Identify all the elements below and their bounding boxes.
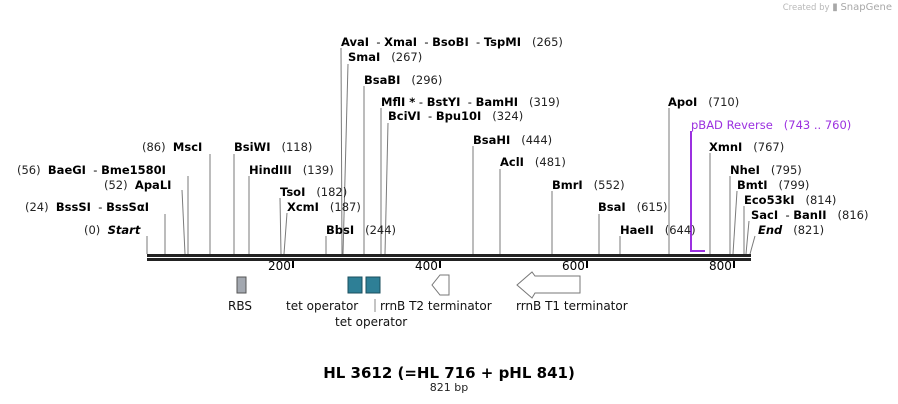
site-label-mfli[interactable]: MflI * - BstYI - BamHI (319) bbox=[381, 95, 560, 109]
backbone-top-strand bbox=[147, 254, 751, 257]
ruler-tick-800 bbox=[733, 261, 735, 268]
site-label-bsiwi[interactable]: BsiWI (118) bbox=[234, 140, 313, 154]
feature-label-rrnb-t1-terminator: rrnB T1 terminator bbox=[516, 299, 628, 313]
feature-tet-operator-1[interactable] bbox=[347, 276, 363, 294]
site-label-apoi[interactable]: ApoI (710) bbox=[668, 95, 740, 109]
ruler-ticks bbox=[292, 261, 735, 268]
site-label-apali[interactable]: (52) ApaLI bbox=[104, 178, 172, 192]
snapgene-credit: Created by ▮ SnapGene bbox=[782, 2, 892, 13]
feature-rrnb-t2-terminator[interactable] bbox=[431, 274, 450, 296]
site-label-xcmi[interactable]: XcmI (187) bbox=[287, 200, 361, 214]
sequence-length: 821 bp bbox=[429, 381, 469, 394]
site-label-bcivi[interactable]: BciVI - Bpu10I (324) bbox=[388, 109, 524, 123]
site-label-bbsi[interactable]: BbsI (244) bbox=[326, 223, 397, 237]
primer-pbad-reverse-marker[interactable] bbox=[690, 131, 705, 252]
site-line-bcivi bbox=[384, 122, 389, 255]
site-line-apali bbox=[181, 189, 186, 255]
site-label-xmni[interactable]: XmnI (767) bbox=[709, 140, 785, 154]
ruler-tick-200 bbox=[292, 261, 294, 268]
feature-label-tet-operator-1: tet operator bbox=[286, 299, 359, 313]
site-label-nhei[interactable]: NheI (795) bbox=[730, 163, 802, 177]
feature-label-rbs: RBS bbox=[228, 299, 252, 313]
ruler-label-600: 600 bbox=[562, 259, 585, 273]
ruler-label-200: 200 bbox=[268, 259, 291, 273]
site-label-smai[interactable]: SmaI (267) bbox=[348, 50, 423, 64]
ruler-label-400: 400 bbox=[415, 259, 438, 273]
feature-rbs[interactable] bbox=[236, 276, 247, 294]
site-label-bmti[interactable]: BmtI (799) bbox=[737, 178, 810, 192]
site-line-bmti bbox=[732, 190, 738, 255]
site-line-tsoi bbox=[279, 197, 282, 255]
site-lines bbox=[146, 47, 756, 255]
feature-rrnb-t1-terminator[interactable] bbox=[516, 271, 581, 299]
feature-label-rrnb-t2-terminator: rrnB T2 terminator bbox=[380, 299, 492, 313]
site-label-start[interactable]: (0) Start bbox=[84, 223, 141, 237]
site-label-bmri[interactable]: BmrI (552) bbox=[552, 178, 625, 192]
site-label-bsssi[interactable]: (24) BssSI - BssSαI bbox=[25, 200, 149, 214]
site-line-xcmi bbox=[283, 212, 288, 255]
feature-label-tet-operator-2: tet operator bbox=[335, 315, 408, 329]
site-line-smai bbox=[342, 63, 349, 255]
site-label-bsai[interactable]: BsaI (615) bbox=[598, 200, 668, 214]
site-label-saci[interactable]: SacI - BanII (816) bbox=[751, 208, 869, 222]
site-label-eco53ki[interactable]: Eco53kI (814) bbox=[744, 193, 837, 207]
feature-tet-operator-2[interactable] bbox=[365, 276, 381, 294]
site-line-avai bbox=[340, 47, 343, 255]
ruler-tick-600 bbox=[586, 261, 588, 268]
site-line-saci bbox=[745, 220, 750, 255]
site-label-hindiii[interactable]: HindIII (139) bbox=[249, 163, 334, 177]
ruler-label-800: 800 bbox=[709, 259, 732, 273]
site-label-tsoi[interactable]: TsoI (182) bbox=[280, 185, 348, 199]
snapgene-logo-icon: ▮ bbox=[832, 2, 838, 13]
site-label-bsabi[interactable]: BsaBI (296) bbox=[364, 73, 443, 87]
map-title: HL 3612 (=HL 716 + pHL 841) bbox=[323, 364, 575, 382]
site-label-end[interactable]: End (821) bbox=[758, 223, 825, 237]
site-label-baegi[interactable]: (56) BaeGI - Bme1580I bbox=[17, 163, 166, 177]
site-label-avai[interactable]: AvaI - XmaI - BsoBI - TspMI (265) bbox=[341, 35, 563, 49]
primer-label-pbad-reverse[interactable]: pBAD Reverse (743 .. 760) bbox=[691, 118, 852, 132]
site-label-bsahi[interactable]: BsaHI (444) bbox=[473, 133, 553, 147]
ruler-tick-400 bbox=[439, 261, 441, 268]
backbone-bottom-strand bbox=[147, 258, 751, 261]
site-label-msci[interactable]: (86) MscI bbox=[142, 140, 203, 154]
site-label-acii[interactable]: AclI (481) bbox=[500, 155, 566, 169]
site-line-end bbox=[749, 235, 756, 255]
site-label-haeii[interactable]: HaeII (644) bbox=[620, 223, 696, 237]
